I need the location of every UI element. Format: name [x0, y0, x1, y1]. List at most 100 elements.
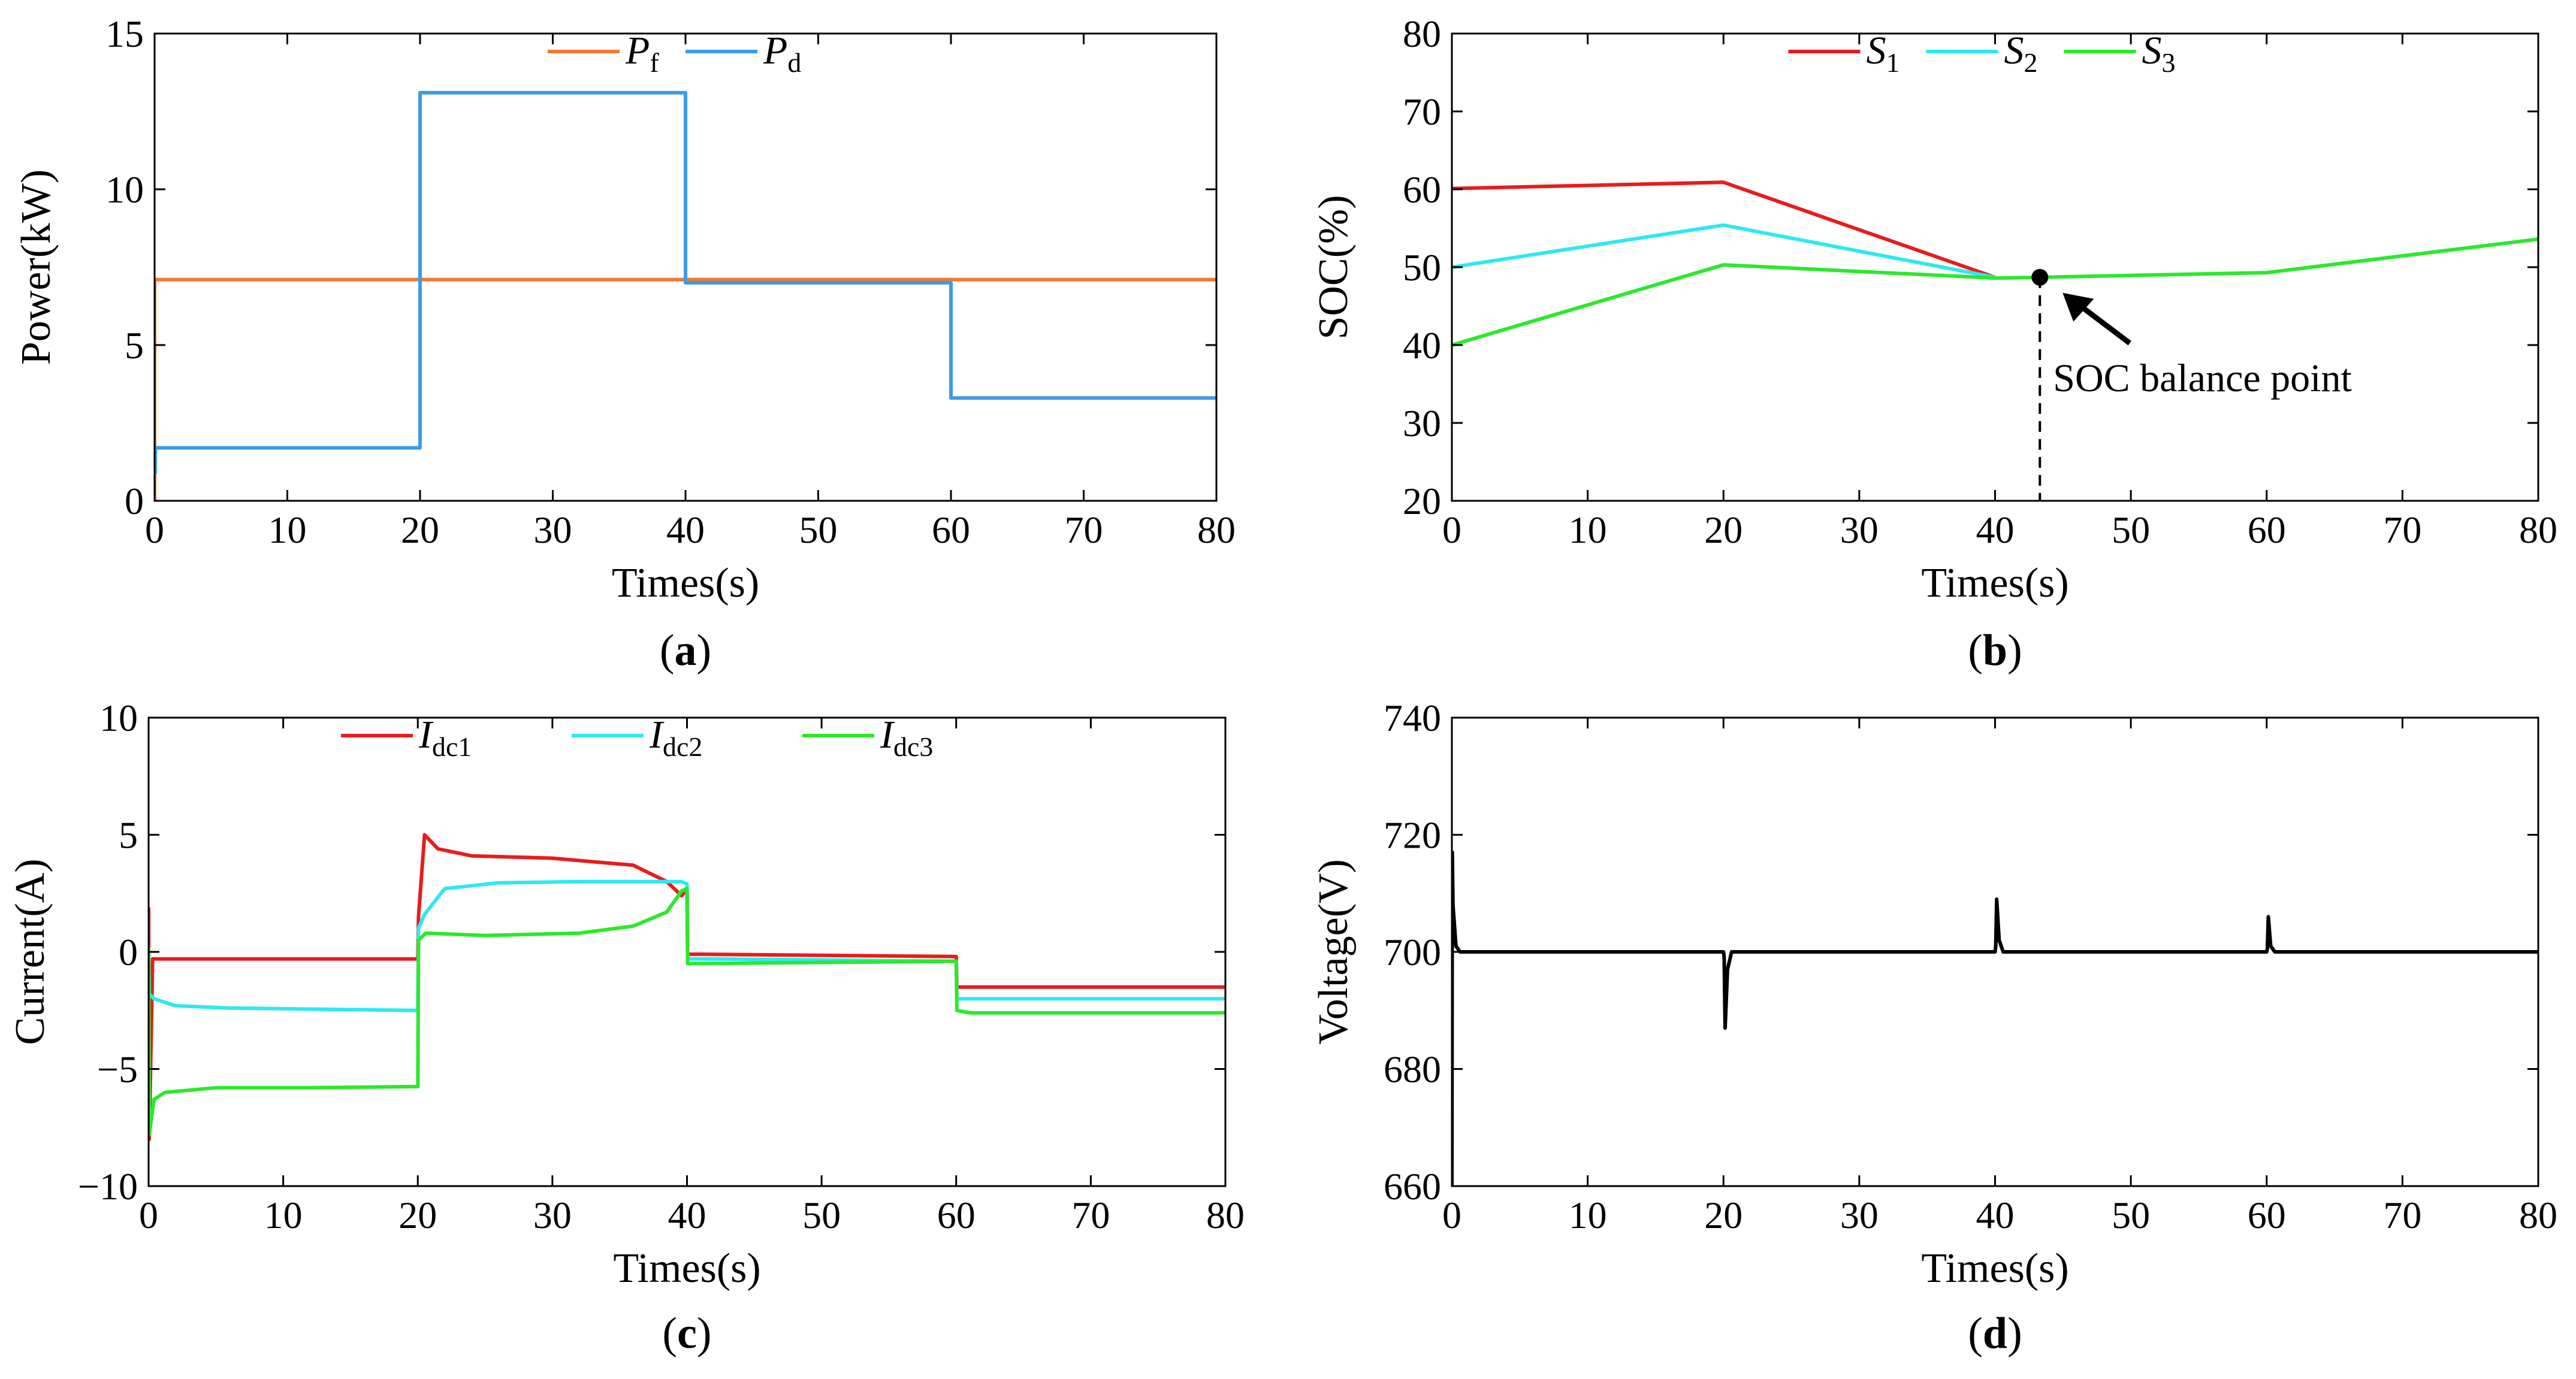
x-tick-label: 0 — [1442, 1194, 1461, 1236]
x-tick-label: 50 — [799, 509, 838, 551]
legend-item-3: S3 — [2064, 29, 2176, 78]
x-tick-label: 60 — [2248, 509, 2286, 551]
legend-label: S3 — [2142, 29, 2176, 78]
x-axis-label: Times(s) — [1921, 560, 2068, 606]
chart-c: 0 10 20 30 40 50 60 70 80 −10 −5 0 5 10 Times(s) Curren… — [7, 697, 1245, 1358]
y-tick-label: 20 — [1403, 480, 1441, 522]
panel-caption: (a) — [660, 626, 711, 675]
x-tick-label: 80 — [2519, 1194, 2557, 1236]
series-line-a-2 — [155, 90, 1216, 475]
axes-frame-b — [1451, 32, 2539, 502]
legend-item-2: Pd — [685, 29, 801, 78]
x-tick-label: 70 — [2383, 509, 2421, 551]
legend-item-1: S1 — [1788, 29, 1900, 78]
legend-label: Idc1 — [418, 713, 472, 762]
y-tick-label: 740 — [1384, 697, 1441, 739]
x-tick-label: 50 — [2112, 1194, 2150, 1236]
y-tick-label: 15 — [105, 13, 144, 55]
x-tick-label: 20 — [401, 509, 439, 551]
y-tick-label: 60 — [1403, 168, 1441, 211]
balance-point-marker — [2031, 268, 2049, 286]
y-tick-label: −5 — [97, 1048, 138, 1091]
y-tick-label: 660 — [1384, 1165, 1441, 1208]
annotation-arrow-head — [2062, 292, 2094, 322]
x-tick-label: 40 — [666, 509, 705, 551]
y-axis-label: SOC(%) — [1310, 195, 1357, 339]
legend-label: S2 — [2004, 29, 2038, 78]
x-tick-label: 30 — [1840, 1194, 1879, 1236]
x-axis-label: Times(s) — [612, 560, 759, 606]
legend-item-2: S2 — [1926, 29, 2038, 78]
chart-b: 0 10 20 30 40 50 60 70 80 20 30 40 50 60 70 80 Times(s) S… — [1310, 13, 2557, 675]
annotation-arrow-shaft — [2074, 300, 2131, 346]
legend-label: Idc3 — [880, 713, 933, 762]
x-tick-label: 30 — [533, 1194, 572, 1236]
y-tick-label: 720 — [1384, 814, 1441, 857]
x-tick-label: 60 — [2248, 1194, 2286, 1236]
series-line-b-2 — [1452, 223, 1996, 279]
chart-d: 0 10 20 30 40 50 60 70 80 660 680 700 720 740 Times(s)… — [1310, 697, 2557, 1358]
y-tick-label: 50 — [1403, 246, 1441, 289]
series-line-a-1 — [155, 277, 1216, 501]
x-tick-label: 70 — [2383, 1194, 2421, 1236]
x-tick-label: 60 — [932, 509, 970, 551]
x-tick-label: 10 — [1569, 509, 1607, 551]
series-line-b-1 — [1452, 180, 1996, 279]
x-tick-label: 0 — [1442, 509, 1461, 551]
series-line-c-1 — [149, 833, 1225, 1141]
y-tick-label: 680 — [1384, 1048, 1441, 1091]
x-tick-label: 40 — [668, 1194, 706, 1236]
x-tick-label: 80 — [2519, 509, 2557, 551]
x-tick-label: 10 — [268, 509, 307, 551]
y-tick-label: 80 — [1403, 13, 1441, 55]
x-tick-label: 0 — [145, 509, 164, 551]
annotation-label: SOC balance point — [2053, 356, 2352, 400]
legend-item-1: Idc1 — [341, 713, 472, 762]
x-tick-label: 60 — [937, 1194, 976, 1236]
x-tick-label: 70 — [1065, 509, 1103, 551]
y-tick-label: 10 — [105, 168, 144, 211]
y-tick-label: 5 — [125, 324, 144, 367]
y-tick-label: 0 — [125, 480, 144, 522]
y-axis-label: Power(kW) — [13, 170, 59, 365]
x-tick-label: 70 — [1071, 1194, 1110, 1236]
x-tick-label: 80 — [1206, 1194, 1245, 1236]
y-tick-label: 70 — [1403, 90, 1441, 133]
legend-label: Pd — [763, 29, 801, 78]
x-tick-label: 30 — [1840, 509, 1879, 551]
y-tick-label: 30 — [1403, 402, 1441, 444]
panel-caption: (c) — [662, 1309, 711, 1358]
x-tick-label: 40 — [1976, 1194, 2015, 1236]
legend-item-1: Pf — [548, 29, 659, 78]
legend-item-3: Idc3 — [802, 713, 933, 762]
panel-caption: (b) — [1968, 626, 2022, 675]
chart-a: 0 10 20 30 40 50 60 70 80 0 5 10 15 Times(s) Power(kW)… — [13, 13, 1236, 675]
x-tick-label: 10 — [1569, 1194, 1607, 1236]
y-axis-label: Current(A) — [7, 858, 53, 1045]
x-axis-label: Times(s) — [613, 1245, 760, 1292]
x-tick-label: 0 — [139, 1194, 158, 1236]
legend-label: Pf — [625, 29, 659, 78]
x-tick-label: 40 — [1976, 509, 2015, 551]
y-tick-label: 40 — [1403, 324, 1441, 367]
x-tick-label: 20 — [1704, 1194, 1743, 1236]
legend-item-2: Idc2 — [572, 713, 702, 762]
panel-caption: (d) — [1968, 1309, 2022, 1358]
y-tick-label: 0 — [119, 931, 138, 973]
x-tick-label: 10 — [264, 1194, 303, 1236]
x-tick-label: 30 — [534, 509, 572, 551]
y-tick-label: −10 — [78, 1165, 138, 1208]
x-tick-label: 20 — [398, 1194, 437, 1236]
y-tick-label: 700 — [1384, 931, 1441, 973]
x-tick-label: 80 — [1197, 509, 1236, 551]
legend-label: S1 — [1867, 29, 1900, 78]
x-tick-label: 50 — [2112, 509, 2150, 551]
y-tick-label: 5 — [119, 814, 138, 857]
series-line-b-3 — [1452, 237, 2538, 347]
legend-label: Idc2 — [649, 713, 702, 762]
x-tick-label: 50 — [802, 1194, 841, 1236]
y-tick-label: 10 — [99, 697, 138, 739]
series-line-c-3 — [149, 887, 1225, 1136]
x-axis-label: Times(s) — [1921, 1245, 2068, 1292]
